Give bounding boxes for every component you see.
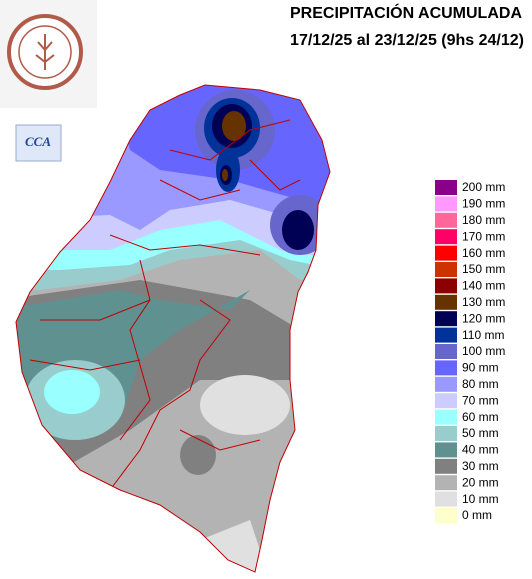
legend-swatch [435, 409, 457, 425]
legend-swatch [435, 475, 457, 491]
legend-swatch [435, 426, 457, 441]
legend-swatch [435, 294, 457, 310]
province-border [15, 84, 331, 573]
legend-swatch [435, 508, 457, 523]
legend-label: 150 mm [462, 262, 505, 276]
legend-label: 90 mm [462, 361, 499, 375]
legend-label: 120 mm [462, 311, 505, 325]
legend-label: 130 mm [462, 295, 505, 309]
legend-label: 30 mm [462, 459, 499, 473]
legend-label: 70 mm [462, 393, 499, 407]
legend-label: 60 mm [462, 410, 499, 424]
legend-label: 160 mm [462, 246, 505, 260]
legend-label: 20 mm [462, 475, 499, 489]
logo-bolsa [0, 0, 97, 108]
legend-swatch [435, 311, 457, 327]
logo-cca: CCA [15, 124, 62, 162]
legend-swatch [435, 327, 457, 343]
legend-label: 170 mm [462, 229, 505, 243]
map-subtitle: 17/12/25 al 23/12/25 (9hs 24/12) [290, 32, 524, 49]
legend-label: 180 mm [462, 213, 505, 227]
legend-swatch [435, 262, 457, 277]
legend-label: 140 mm [462, 279, 505, 293]
map-title: PRECIPITACIÓN ACUMULADA [290, 3, 522, 22]
legend-swatch [435, 393, 457, 409]
legend-label: 80 mm [462, 377, 499, 391]
legend-label: 190 mm [462, 197, 505, 211]
legend-label: 50 mm [462, 426, 499, 440]
legend-swatch [435, 491, 457, 507]
legend: 200 mm 190 mm 180 mm 170 mm 160 mm 150 mm 140 … [435, 180, 505, 523]
legend-swatch [435, 212, 457, 228]
legend-swatch [435, 344, 457, 359]
legend-label: 10 mm [462, 492, 499, 506]
legend-label: 110 mm [462, 328, 504, 342]
legend-swatch [435, 278, 457, 294]
legend-swatch [435, 229, 457, 245]
legend-swatch [435, 360, 457, 376]
legend-swatch [435, 458, 457, 474]
legend-label: 40 mm [462, 443, 499, 457]
legend-swatch [435, 196, 457, 212]
legend-swatch [435, 442, 457, 458]
legend-label: 100 mm [462, 344, 505, 358]
legend-swatch [435, 245, 457, 261]
legend-label: 200 mm [462, 180, 505, 194]
legend-swatch [435, 180, 457, 195]
legend-swatch [435, 376, 457, 392]
legend-label: 0 mm [462, 508, 492, 522]
cca-label: CCA [25, 134, 51, 149]
